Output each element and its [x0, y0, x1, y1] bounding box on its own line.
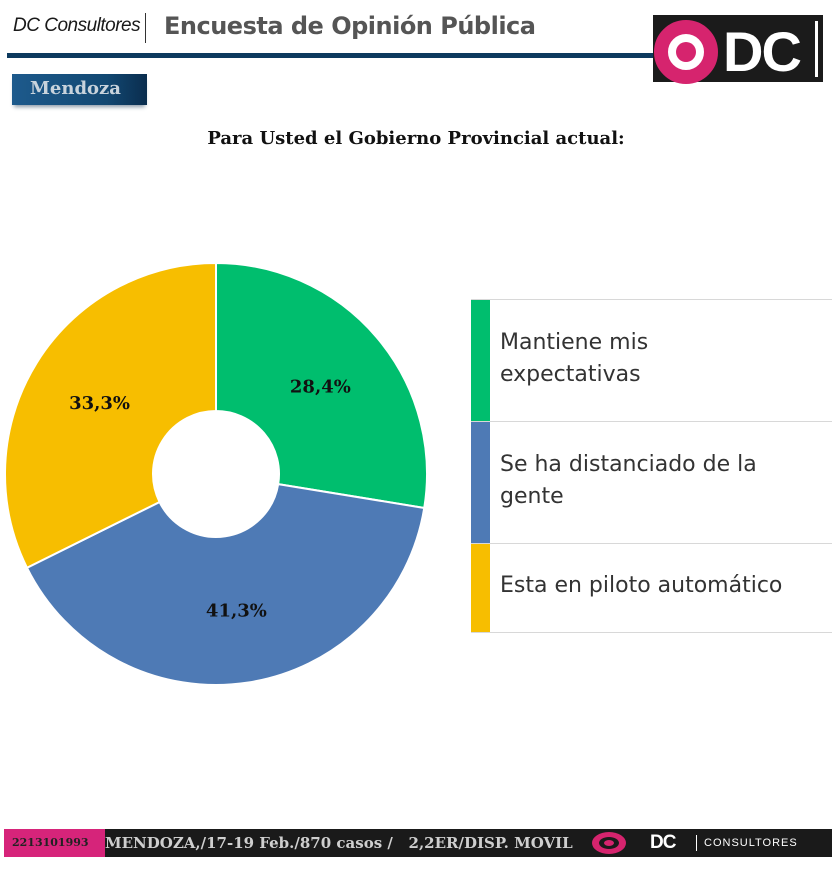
slice-label: 41,3%	[206, 600, 267, 621]
legend-item: Esta en piloto automático	[471, 544, 832, 633]
legend-item: Mantiene mis expectativas	[471, 300, 832, 422]
footer-logo-dc: DC	[650, 832, 676, 853]
logo-text: DC	[723, 20, 802, 83]
survey-title: Encuesta de Opinión Pública	[164, 12, 536, 40]
legend-swatch	[471, 300, 490, 421]
footer-logo-ring-icon	[592, 832, 626, 854]
donut-slice	[25, 482, 426, 686]
logo-bar	[815, 21, 818, 77]
slice-label: 33,3%	[69, 393, 130, 414]
legend-label-line: gente	[500, 484, 564, 509]
footer-logo-consultores: CONSULTORES	[704, 837, 798, 849]
donut-chart: 28,4% 41,3% 33,3%	[4, 261, 428, 686]
legend-item: Se ha distanciado de la gente	[471, 422, 832, 544]
brand-name: DC Consultores	[13, 15, 141, 36]
donut-slice	[4, 261, 217, 570]
legend-label-line: expectativas	[500, 362, 641, 387]
footer-info: MENDOZA,/17-19 Feb./870 casos / 2,2ER/DI…	[105, 834, 573, 852]
footer-logo-separator	[696, 835, 697, 851]
legend-label: Se ha distanciado de la gente	[471, 422, 832, 513]
legend-label: Mantiene mis expectativas	[471, 300, 832, 391]
donut-slice	[215, 261, 428, 510]
footer-id-badge: 2213101993	[4, 829, 105, 857]
header-separator	[145, 13, 146, 43]
chart-legend: Mantiene mis expectativas Se ha distanci…	[471, 299, 832, 633]
legend-label-line: Se ha distanciado de la	[500, 452, 757, 477]
logo-ring-icon	[654, 20, 718, 84]
legend-swatch	[471, 422, 490, 543]
legend-label: Esta en piloto automático	[471, 544, 832, 602]
footer-bar: 2213101993 MENDOZA,/17-19 Feb./870 casos…	[4, 829, 832, 857]
footer-ring-core	[604, 840, 614, 846]
region-label: Mendoza	[30, 78, 121, 99]
chart-title: Para Usted el Gobierno Provincial actual…	[207, 128, 625, 149]
header-rule	[7, 53, 657, 58]
slice-label: 28,4%	[290, 376, 351, 397]
region-badge: Mendoza	[12, 74, 147, 105]
dc-logo: DC	[653, 15, 823, 84]
legend-label-line: Esta en piloto automático	[500, 573, 783, 598]
legend-swatch	[471, 544, 490, 632]
footer-id: 2213101993	[12, 836, 89, 849]
logo-ring-core	[676, 42, 696, 62]
legend-label-line: Mantiene mis	[500, 330, 649, 355]
